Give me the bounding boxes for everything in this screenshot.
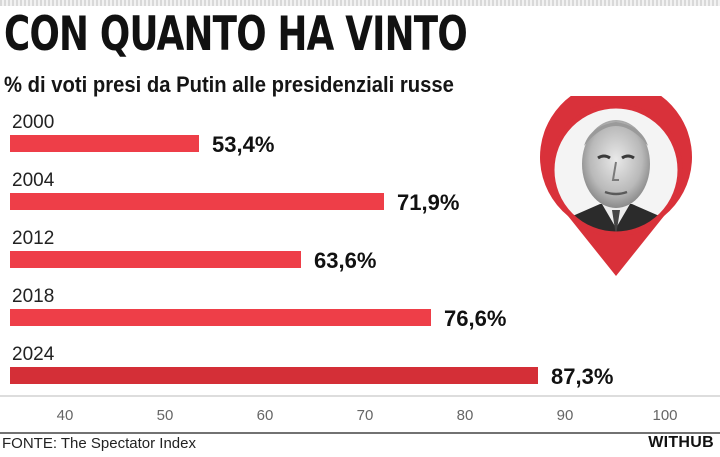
value-label: 63,6%: [314, 248, 376, 273]
bar: [10, 135, 199, 152]
bar: [10, 193, 384, 210]
x-tick-label: 90: [557, 407, 574, 424]
category-label: 2024: [12, 344, 55, 365]
category-label: 2000: [12, 112, 54, 133]
value-label: 87,3%: [551, 364, 613, 389]
bar: [10, 309, 431, 326]
x-tick-label: 50: [157, 407, 174, 424]
brand-logo: WITHUB: [648, 434, 714, 451]
x-tick-label: 70: [357, 407, 374, 424]
x-tick-label: 100: [652, 407, 677, 424]
source-note: FONTE: The Spectator Index: [2, 435, 196, 452]
x-tick-label: 60: [257, 407, 274, 424]
putin-portrait-pin-icon: [540, 96, 692, 276]
value-label: 76,6%: [444, 306, 506, 331]
bar: [10, 251, 301, 268]
category-label: 2012: [12, 228, 54, 249]
bar: [10, 367, 538, 384]
x-tick-label: 40: [57, 407, 74, 424]
category-label: 2004: [12, 170, 55, 191]
value-label: 71,9%: [397, 190, 459, 215]
chart-subtitle: % di voti presi da Putin alle presidenzi…: [4, 72, 454, 97]
category-label: 2018: [12, 286, 54, 307]
top-stripe: [0, 0, 720, 6]
x-tick-label: 80: [457, 407, 474, 424]
chart-title: CON QUANTO HA VINTO: [4, 7, 468, 62]
value-label: 53,4%: [212, 132, 274, 157]
